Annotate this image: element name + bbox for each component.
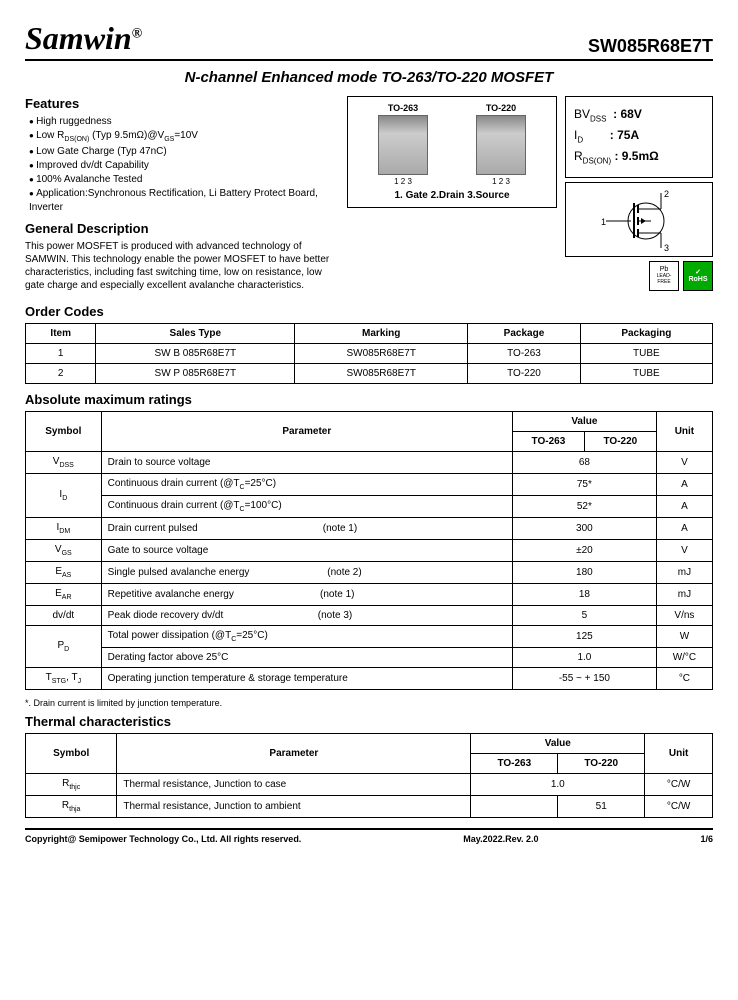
table-row: TSTG, TJOperating junction temperature &… (26, 667, 713, 689)
package-diagram-box: TO-263 1 2 3 TO-220 1 2 3 1. Gate 2.Drai… (347, 96, 557, 208)
order-codes-table: Item Sales Type Marking Package Packagin… (25, 323, 713, 384)
table-row: 1SW B 085R68E7TSW085R68E7TTO-263TUBE (26, 343, 713, 363)
package-to220: TO-220 1 2 3 (476, 103, 526, 186)
abs-max-title: Absolute maximum ratings (25, 392, 713, 407)
table-row: PDTotal power dissipation (@TC=25°C)125W (26, 625, 713, 647)
pkg-drawing-icon (476, 115, 526, 175)
table-header-row: Item Sales Type Marking Package Packagin… (26, 323, 713, 343)
features-block: Features High ruggedness Low RDS(ON) (Ty… (25, 96, 339, 296)
package-to263: TO-263 1 2 3 (378, 103, 428, 186)
spec-row: BVDSS : 68V (574, 105, 704, 126)
table-row: Derating factor above 25°C1.0W/°C (26, 647, 713, 667)
table-header-row: SymbolParameterValueUnit (26, 733, 713, 753)
copyright-text: Copyright@ Semipower Technology Co., Ltd… (25, 834, 301, 844)
table-row: EARRepetitive avalanche energy (note 1)1… (26, 583, 713, 605)
feature-item: Improved dv/dt Capability (29, 159, 339, 173)
feature-item: 100% Avalanche Tested (29, 173, 339, 187)
table-row: VGSGate to source voltage±20V (26, 539, 713, 561)
compliance-icons: PbLEAD-FREE ✓RoHS (565, 261, 713, 291)
table-header-row: Symbol Parameter Value Unit (26, 411, 713, 431)
leadfree-icon: PbLEAD-FREE (649, 261, 679, 291)
brand-logo: Samwin® (25, 20, 142, 57)
revision-date: May.2022.Rev. 2.0 (463, 834, 538, 844)
table-row: RthjaThermal resistance, Junction to amb… (26, 795, 713, 817)
right-column: BVDSS : 68V ID : 75A RDS(ON) : 9.5mΩ 1 2… (565, 96, 713, 296)
svg-text:3: 3 (664, 243, 669, 253)
features-title: Features (25, 96, 339, 111)
feature-item: High ruggedness (29, 115, 339, 129)
general-description: This power MOSFET is produced with advan… (25, 240, 339, 292)
gendesc-title: General Description (25, 221, 339, 236)
feature-item: Application:Synchronous Rectification, L… (29, 187, 339, 215)
feature-item: Low RDS(ON) (Typ 9.5mΩ)@VGS=10V (29, 129, 339, 145)
mosfet-schematic-icon: 1 2 3 (565, 182, 713, 257)
table-row: dv/dtPeak diode recovery dv/dt (note 3)5… (26, 605, 713, 625)
table-row: IDMDrain current pulsed (note 1)300A (26, 517, 713, 539)
thermal-title: Thermal characteristics (25, 714, 713, 729)
page-footer: Copyright@ Semipower Technology Co., Ltd… (25, 828, 713, 844)
table-row: IDContinuous drain current (@TC=25°C)75*… (26, 473, 713, 495)
table-row: EASSingle pulsed avalanche energy (note … (26, 561, 713, 583)
page-number: 1/6 (700, 834, 713, 844)
page-header: Samwin® SW085R68E7T (25, 20, 713, 61)
features-list: High ruggedness Low RDS(ON) (Typ 9.5mΩ)@… (25, 115, 339, 215)
feature-item: Low Gate Charge (Typ 47nC) (29, 145, 339, 159)
order-codes-title: Order Codes (25, 304, 713, 319)
spec-row: ID : 75A (574, 126, 704, 147)
key-specs-box: BVDSS : 68V ID : 75A RDS(ON) : 9.5mΩ (565, 96, 713, 178)
spec-row: RDS(ON) : 9.5mΩ (574, 147, 704, 168)
pin-caption: 1. Gate 2.Drain 3.Source (354, 190, 550, 201)
table-row: Continuous drain current (@TC=100°C)52*A (26, 495, 713, 517)
pkg-drawing-icon (378, 115, 428, 175)
abs-max-note: *. Drain current is limited by junction … (25, 698, 713, 708)
top-section: Features High ruggedness Low RDS(ON) (Ty… (25, 96, 713, 296)
rohs-icon: ✓RoHS (683, 261, 713, 291)
table-row: RthjcThermal resistance, Junction to cas… (26, 773, 713, 795)
page-subtitle: N-channel Enhanced mode TO-263/TO-220 MO… (25, 69, 713, 86)
thermal-table: SymbolParameterValueUnit TO-263TO-220 Rt… (25, 733, 713, 818)
part-number: SW085R68E7T (588, 36, 713, 57)
svg-text:2: 2 (664, 189, 669, 199)
table-row: 2SW P 085R68E7TSW085R68E7TTO-220TUBE (26, 363, 713, 383)
table-row: VDSSDrain to source voltage68V (26, 451, 713, 473)
package-column: TO-263 1 2 3 TO-220 1 2 3 1. Gate 2.Drai… (347, 96, 557, 296)
abs-max-table: Symbol Parameter Value Unit TO-263TO-220… (25, 411, 713, 690)
svg-text:1: 1 (601, 217, 606, 227)
